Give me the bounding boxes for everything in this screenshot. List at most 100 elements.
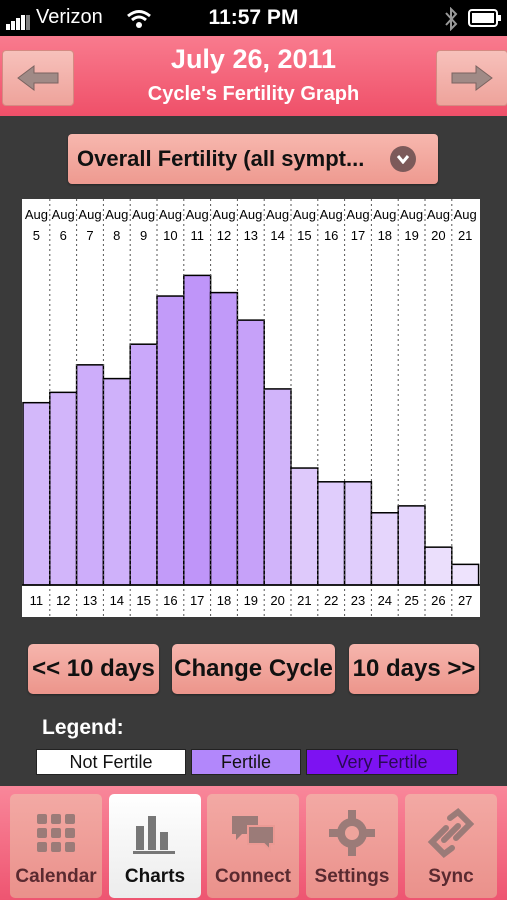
chart-bar <box>451 563 480 586</box>
top-month-label: Aug <box>132 207 155 222</box>
top-day-label: 19 <box>404 228 418 243</box>
battery-icon <box>468 9 501 27</box>
gear-icon <box>329 810 375 856</box>
bottom-day-label: 17 <box>190 593 204 608</box>
top-month-label: Aug <box>266 207 289 222</box>
top-month-label: Aug <box>427 207 450 222</box>
top-month-label: Aug <box>52 207 75 222</box>
top-day-label: 11 <box>190 228 204 243</box>
legend-not-fertile: Not Fertile <box>36 749 186 775</box>
tab-bar: Calendar Charts Connect Settings <box>0 786 507 900</box>
bottom-day-label: 20 <box>270 593 284 608</box>
bottom-day-label: 21 <box>297 593 311 608</box>
signal-icon <box>6 12 31 30</box>
top-month-label: Aug <box>320 207 343 222</box>
carrier-label: Verizon <box>36 6 103 28</box>
top-month-label: Aug <box>159 207 182 222</box>
clock: 11:57 PM <box>208 6 299 29</box>
top-month-label: Aug <box>212 207 235 222</box>
fertility-chart: Aug 5 11 Aug 6 12 Aug 7 13 Aug 8 14 Aug 9 15 Aug 10 16 Aug… <box>22 199 480 617</box>
bottom-day-label: 14 <box>110 593 124 608</box>
top-month-label: Aug <box>105 207 128 222</box>
bottom-day-label: 13 <box>83 593 97 608</box>
next-10-days-button[interactable]: 10 days >> <box>349 644 479 694</box>
chart-bar <box>263 388 292 586</box>
wifi-icon <box>127 10 151 28</box>
bluetooth-icon <box>445 7 458 31</box>
top-month-label: Aug <box>293 207 316 222</box>
chart-bar <box>343 481 373 586</box>
legend-fertile: Fertile <box>191 749 301 775</box>
bar-chart-icon <box>133 816 175 854</box>
top-day-label: 21 <box>458 228 472 243</box>
chart-bar <box>236 319 265 586</box>
left-arrow-icon <box>17 65 59 91</box>
chart-bar <box>370 512 399 586</box>
prev-10-days-button[interactable]: << 10 days <box>28 644 159 694</box>
legend-title: Legend: <box>42 716 124 739</box>
top-day-label: 8 <box>113 228 120 243</box>
top-day-label: 18 <box>378 228 392 243</box>
top-month-label: Aug <box>454 207 477 222</box>
top-month-label: Aug <box>346 207 369 222</box>
bottom-day-label: 12 <box>56 593 70 608</box>
top-day-label: 16 <box>324 228 338 243</box>
top-day-label: 12 <box>217 228 231 243</box>
tab-connect-label: Connect <box>215 866 291 887</box>
top-day-label: 7 <box>86 228 93 243</box>
change-cycle-button[interactable]: Change Cycle <box>172 644 335 694</box>
chevron-down-icon <box>390 146 416 172</box>
bottom-day-label: 26 <box>431 593 445 608</box>
bottom-day-label: 27 <box>458 593 472 608</box>
top-day-label: 17 <box>351 228 365 243</box>
tab-connect[interactable]: Connect <box>207 794 299 898</box>
bottom-day-label: 24 <box>378 593 392 608</box>
prev-date-button[interactable] <box>2 50 74 106</box>
page-title: July 26, 2011 <box>170 44 337 74</box>
top-day-label: 13 <box>244 228 258 243</box>
top-month-label: Aug <box>78 207 101 222</box>
top-day-label: 15 <box>297 228 311 243</box>
bottom-day-label: 25 <box>404 593 418 608</box>
right-arrow-icon <box>451 65 493 91</box>
top-day-label: 20 <box>431 228 445 243</box>
chart-type-dropdown[interactable]: Overall Fertility (all sympt... <box>68 134 438 184</box>
tab-settings-label: Settings <box>314 866 390 887</box>
next-date-button[interactable] <box>436 50 507 106</box>
bottom-day-label: 16 <box>163 593 177 608</box>
sync-link-icon <box>427 808 475 858</box>
top-month-label: Aug <box>373 207 396 222</box>
tab-sync-label: Sync <box>428 866 474 887</box>
header: July 26, 2011 Cycle's Fertility Graph <box>0 36 507 116</box>
tab-charts[interactable]: Charts <box>109 794 201 898</box>
tab-calendar[interactable]: Calendar <box>10 794 102 898</box>
chat-bubbles-icon <box>232 816 275 853</box>
tab-sync[interactable]: Sync <box>405 794 497 898</box>
top-month-label: Aug <box>239 207 262 222</box>
chart-bar <box>209 291 239 586</box>
chart-bar <box>183 274 212 586</box>
fertility-bar-chart: Aug 5 11 Aug 6 12 Aug 7 13 Aug 8 14 Aug 9 15 Aug 10 16 Aug… <box>22 199 480 617</box>
top-day-label: 6 <box>60 228 67 243</box>
top-month-label: Aug <box>186 207 209 222</box>
bottom-day-label: 15 <box>136 593 150 608</box>
tab-settings[interactable]: Settings <box>306 794 398 898</box>
status-bar: Verizon 11:57 PM <box>0 0 507 36</box>
page-subtitle: Cycle's Fertility Graph <box>147 83 360 105</box>
chart-bar <box>397 505 426 586</box>
top-day-label: 14 <box>270 228 284 243</box>
bottom-day-label: 19 <box>244 593 258 608</box>
tab-charts-label: Charts <box>124 866 186 887</box>
top-day-label: 10 <box>163 228 177 243</box>
chart-bar <box>424 546 453 586</box>
calendar-icon <box>37 814 75 852</box>
chart-bar <box>290 467 319 586</box>
bottom-day-label: 11 <box>30 593 44 608</box>
dropdown-selected-value: Overall Fertility (all sympt... <box>77 146 365 171</box>
chart-bar <box>75 364 105 586</box>
chart-bar <box>22 401 51 586</box>
chart-bar <box>129 343 158 586</box>
top-day-label: 5 <box>33 228 40 243</box>
tab-calendar-label: Calendar <box>15 866 97 887</box>
chart-bar <box>156 295 185 586</box>
